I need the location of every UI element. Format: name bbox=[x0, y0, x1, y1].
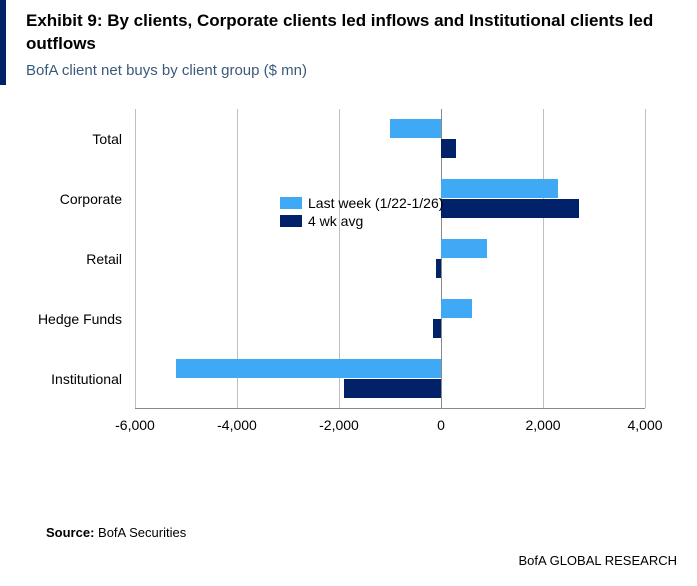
legend-item-4wk-avg: 4 wk avg bbox=[280, 213, 443, 229]
gridline bbox=[135, 109, 136, 408]
x-axis-label: 4,000 bbox=[627, 417, 662, 433]
legend-label: 4 wk avg bbox=[308, 213, 363, 229]
bar-four_wk_avg bbox=[441, 139, 456, 158]
bar-four_wk_avg bbox=[344, 379, 441, 398]
chart-title: Exhibit 9: By clients, Corporate clients… bbox=[26, 10, 677, 56]
plot-area bbox=[135, 109, 645, 409]
x-axis-label: -6,000 bbox=[115, 417, 155, 433]
bar-four_wk_avg bbox=[441, 199, 579, 218]
y-axis-label: Total bbox=[20, 132, 130, 146]
x-axis-label: 0 bbox=[437, 417, 445, 433]
x-axis-label: -4,000 bbox=[217, 417, 257, 433]
bar-four_wk_avg bbox=[436, 259, 441, 278]
brand-footer: BofA GLOBAL RESEARCH bbox=[519, 553, 677, 568]
bar-last_week bbox=[441, 179, 558, 198]
gridline bbox=[543, 109, 544, 408]
source-label: Source: bbox=[46, 525, 94, 540]
x-axis-label: -2,000 bbox=[319, 417, 359, 433]
chart-subtitle: BofA client net buys by client group ($ … bbox=[26, 62, 677, 79]
y-axis-label: Hedge Funds bbox=[20, 312, 130, 326]
source-line: Source: BofA Securities bbox=[46, 525, 186, 540]
y-axis-label: Retail bbox=[20, 252, 130, 266]
legend-label: Last week (1/22-1/26) bbox=[308, 195, 443, 211]
legend-swatch-last-week bbox=[280, 197, 302, 209]
chart-container: Last week (1/22-1/26) 4 wk avg -6,000 -4,… bbox=[20, 109, 677, 449]
bar-last_week bbox=[176, 359, 441, 378]
y-axis-label: Institutional bbox=[20, 372, 130, 386]
legend: Last week (1/22-1/26) 4 wk avg bbox=[280, 195, 443, 231]
y-axis-label: Corporate bbox=[20, 192, 130, 206]
x-axis-label: 2,000 bbox=[525, 417, 560, 433]
bar-four_wk_avg bbox=[433, 319, 441, 338]
bar-last_week bbox=[390, 119, 441, 138]
chart-header: Exhibit 9: By clients, Corporate clients… bbox=[0, 0, 697, 85]
legend-swatch-4wk-avg bbox=[280, 215, 302, 227]
bar-last_week bbox=[441, 239, 487, 258]
source-value: BofA Securities bbox=[98, 525, 186, 540]
gridline bbox=[645, 109, 646, 408]
legend-item-last-week: Last week (1/22-1/26) bbox=[280, 195, 443, 211]
bar-last_week bbox=[441, 299, 472, 318]
